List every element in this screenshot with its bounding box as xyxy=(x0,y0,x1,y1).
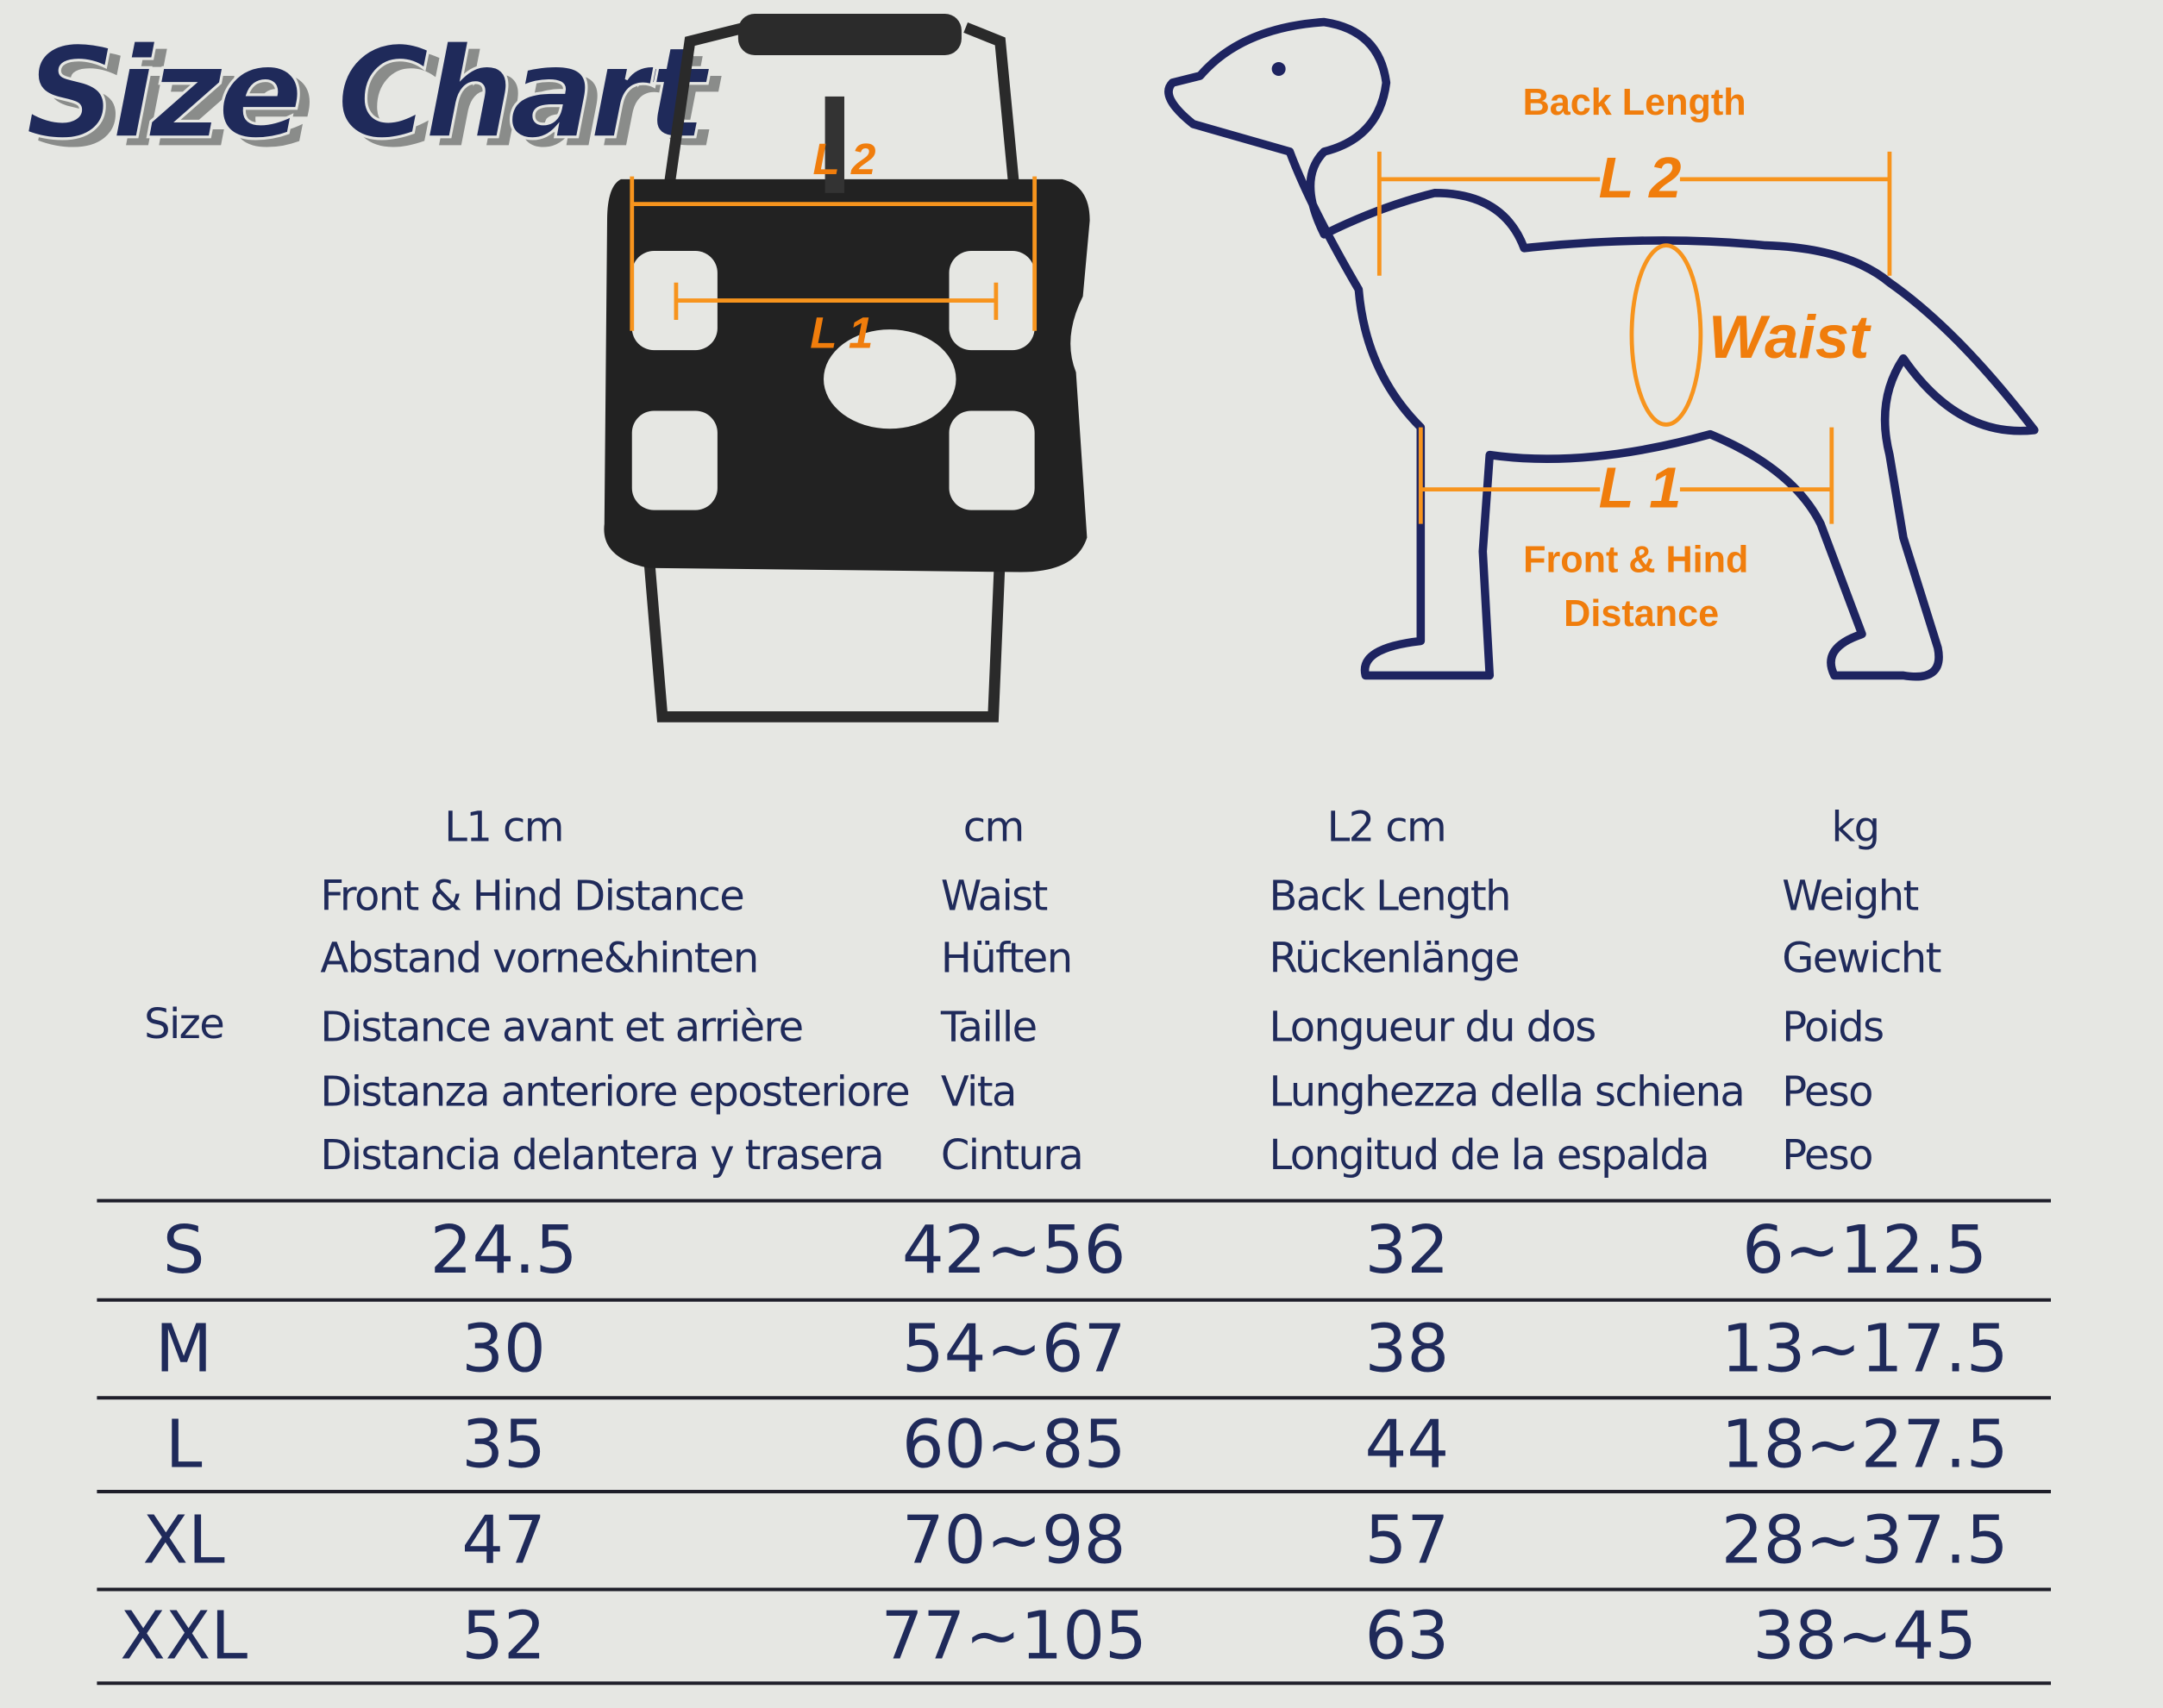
table-cell: M xyxy=(155,1311,212,1387)
table-cell: 42~56 xyxy=(902,1212,1126,1289)
size-table: Size L1 cm Front & Hind Distance Abstand v… xyxy=(97,804,2052,1686)
harness-l1: L 1 xyxy=(810,309,873,358)
column-name: Back Length xyxy=(1269,872,1509,920)
column-name: Distancia delantera y trasera xyxy=(320,1131,883,1179)
table-cell: 30 xyxy=(461,1311,546,1387)
waist-label: Waist xyxy=(1708,303,1871,371)
column-name: Vita xyxy=(941,1068,1016,1117)
column-name: Abstand vorne&hinten xyxy=(320,934,757,982)
table-cell: XXL xyxy=(120,1599,248,1675)
column-name: Poids xyxy=(1782,1003,1883,1051)
column-name: Rückenlänge xyxy=(1269,934,1518,982)
table-cell: 6~12.5 xyxy=(1742,1212,1987,1289)
column-name: Waist xyxy=(941,872,1048,920)
table-cell: 35 xyxy=(461,1406,546,1483)
title-group: Size Chart Size Chart xyxy=(24,17,728,175)
harness-l2: L 2 xyxy=(812,135,875,184)
table-cell: 63 xyxy=(1365,1599,1450,1675)
dog-diagram: Back Length L 2 Waist L 1 Front & Hind D… xyxy=(1164,17,2039,681)
table-cell: 52 xyxy=(461,1599,546,1675)
column-name: Lunghezza della schiena xyxy=(1269,1068,1744,1117)
column-name: Taille xyxy=(940,1003,1037,1051)
table-cell: 24.5 xyxy=(430,1212,578,1289)
table-cell: 13~17.5 xyxy=(1721,1311,2009,1387)
table-cell: 57 xyxy=(1365,1503,1450,1580)
column-name: Longueur du dos xyxy=(1269,1003,1595,1051)
front-hind-label: Front & Hind xyxy=(1523,540,1748,581)
column-name: Hüften xyxy=(941,934,1072,982)
table-cell: 70~98 xyxy=(902,1503,1126,1580)
column-name: Peso xyxy=(1782,1131,1872,1179)
back-length-label: Back Length xyxy=(1523,82,1746,123)
column-name: Longitud de la espalda xyxy=(1269,1131,1708,1179)
dog-l1: L 1 xyxy=(1599,456,1682,521)
table-cell: 32 xyxy=(1365,1212,1450,1289)
column-name: Distance avant et arrière xyxy=(320,1003,802,1051)
table-cell: L xyxy=(166,1406,203,1483)
column-name: Distanza anteriore eposteriore xyxy=(320,1068,909,1117)
harness: L 2 L 1 xyxy=(604,13,1090,723)
table-cell: XL xyxy=(142,1503,225,1580)
column-name: Gewicht xyxy=(1782,934,1940,982)
table-cell: 44 xyxy=(1365,1406,1450,1483)
column-name: Cintura xyxy=(941,1131,1082,1179)
column-unit: cm xyxy=(963,804,1024,852)
table-cell: 28~37.5 xyxy=(1721,1503,2009,1580)
column-name: Peso xyxy=(1782,1068,1872,1117)
column-name: Front & Hind Distance xyxy=(320,872,743,920)
table-cell: 47 xyxy=(461,1503,546,1580)
table-cell: 77~105 xyxy=(881,1599,1146,1675)
table-cell: 18~27.5 xyxy=(1721,1406,2009,1483)
table-cell: 60~85 xyxy=(902,1406,1126,1483)
column-name: Weight xyxy=(1782,872,1918,920)
table-cell: 38~45 xyxy=(1752,1599,1977,1675)
table-cell: 54~67 xyxy=(902,1311,1126,1387)
column-unit: kg xyxy=(1831,804,1878,852)
size-header: Size xyxy=(144,1000,223,1048)
dog-l2: L 2 xyxy=(1599,146,1682,210)
front-hind-label: Distance xyxy=(1564,593,1719,635)
column-unit: L2 cm xyxy=(1327,804,1446,852)
table-cell: 38 xyxy=(1365,1311,1450,1387)
column-unit: L1 cm xyxy=(444,804,563,852)
table-cell: S xyxy=(163,1212,205,1289)
title-shadow: Size Chart xyxy=(36,27,722,175)
title: Size Chart xyxy=(25,19,711,167)
